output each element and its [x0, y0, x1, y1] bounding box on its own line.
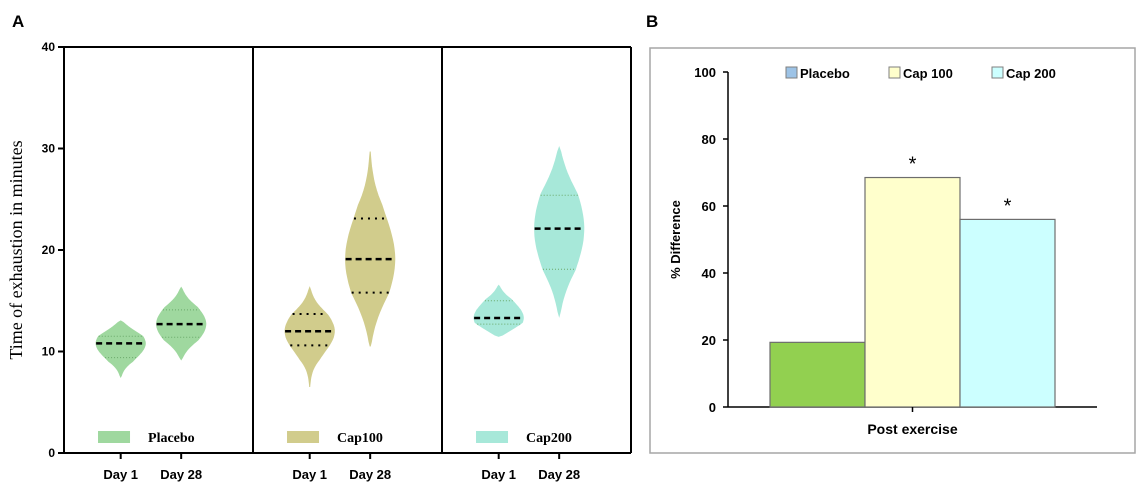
y-tick-label: 40 — [702, 266, 716, 281]
y-tick-label: 40 — [42, 40, 56, 54]
violin-cap100-1 — [284, 286, 335, 388]
x-tick-label: Day 1 — [292, 467, 327, 482]
y-tick-label: 80 — [702, 132, 716, 147]
x-axis-label: Post exercise — [867, 421, 957, 437]
violin-cap200-1 — [473, 284, 524, 337]
y-tick-label: 10 — [42, 345, 56, 359]
violin-group-placebo: Day 1 Day 28 Placebo — [95, 286, 207, 482]
significance-mark: * — [909, 154, 917, 176]
y-tick-label: 20 — [702, 333, 716, 348]
panel-a-label: A — [12, 12, 24, 31]
y-tick-label: 20 — [42, 243, 56, 257]
legend-swatch — [98, 431, 131, 443]
legend-label: Placebo — [148, 431, 195, 446]
y-tick-label: 60 — [702, 199, 716, 214]
legend-swatch — [888, 66, 901, 79]
significance-mark: * — [1004, 195, 1012, 217]
legend-swatch — [785, 66, 798, 79]
x-tick-label: Day 28 — [349, 467, 391, 482]
legend-label: Placebo — [800, 66, 850, 81]
x-tick-label: Day 28 — [538, 467, 580, 482]
violin-placebo-1 — [95, 320, 146, 379]
legend-swatch — [991, 66, 1004, 79]
panel-a: A Time of exhaustion in minutes 0 10 20 30 40 D… — [6, 12, 632, 482]
x-tick-label: Day 1 — [103, 467, 138, 482]
legend-swatch — [476, 431, 509, 443]
legend-swatch — [287, 431, 320, 443]
legend-label: Cap200 — [526, 431, 572, 446]
bar-placebo — [769, 341, 866, 408]
x-tick-label: Day 28 — [160, 467, 202, 482]
y-tick-label: 30 — [42, 142, 56, 156]
y-axis-label: Time of exhaustion in minutes — [6, 140, 26, 359]
y-tick-label: 0 — [48, 446, 55, 460]
y-tick-label: 0 — [709, 400, 716, 415]
panel-b: B 0 20 40 60 80 100 % Difference * * Post exercise… — [646, 12, 1136, 454]
y-axis-label: % Difference — [668, 200, 683, 279]
x-tick-label: Day 1 — [481, 467, 516, 482]
bar-cap-100 — [864, 176, 961, 408]
violin-group-cap200: Day 1 Day 28 Cap200 — [473, 146, 585, 482]
legend-label: Cap 100 — [903, 66, 953, 81]
legend-label: Cap 200 — [1006, 66, 1056, 81]
legend-label: Cap100 — [337, 431, 383, 446]
y-tick-label: 100 — [694, 65, 716, 80]
panel-b-label: B — [646, 12, 658, 31]
violin-cap200-2 — [534, 146, 585, 318]
violin-cap100-2 — [345, 151, 396, 347]
violin-group-cap100: Day 1 Day 28 Cap100 — [284, 151, 396, 482]
bar-cap-200 — [959, 218, 1056, 408]
